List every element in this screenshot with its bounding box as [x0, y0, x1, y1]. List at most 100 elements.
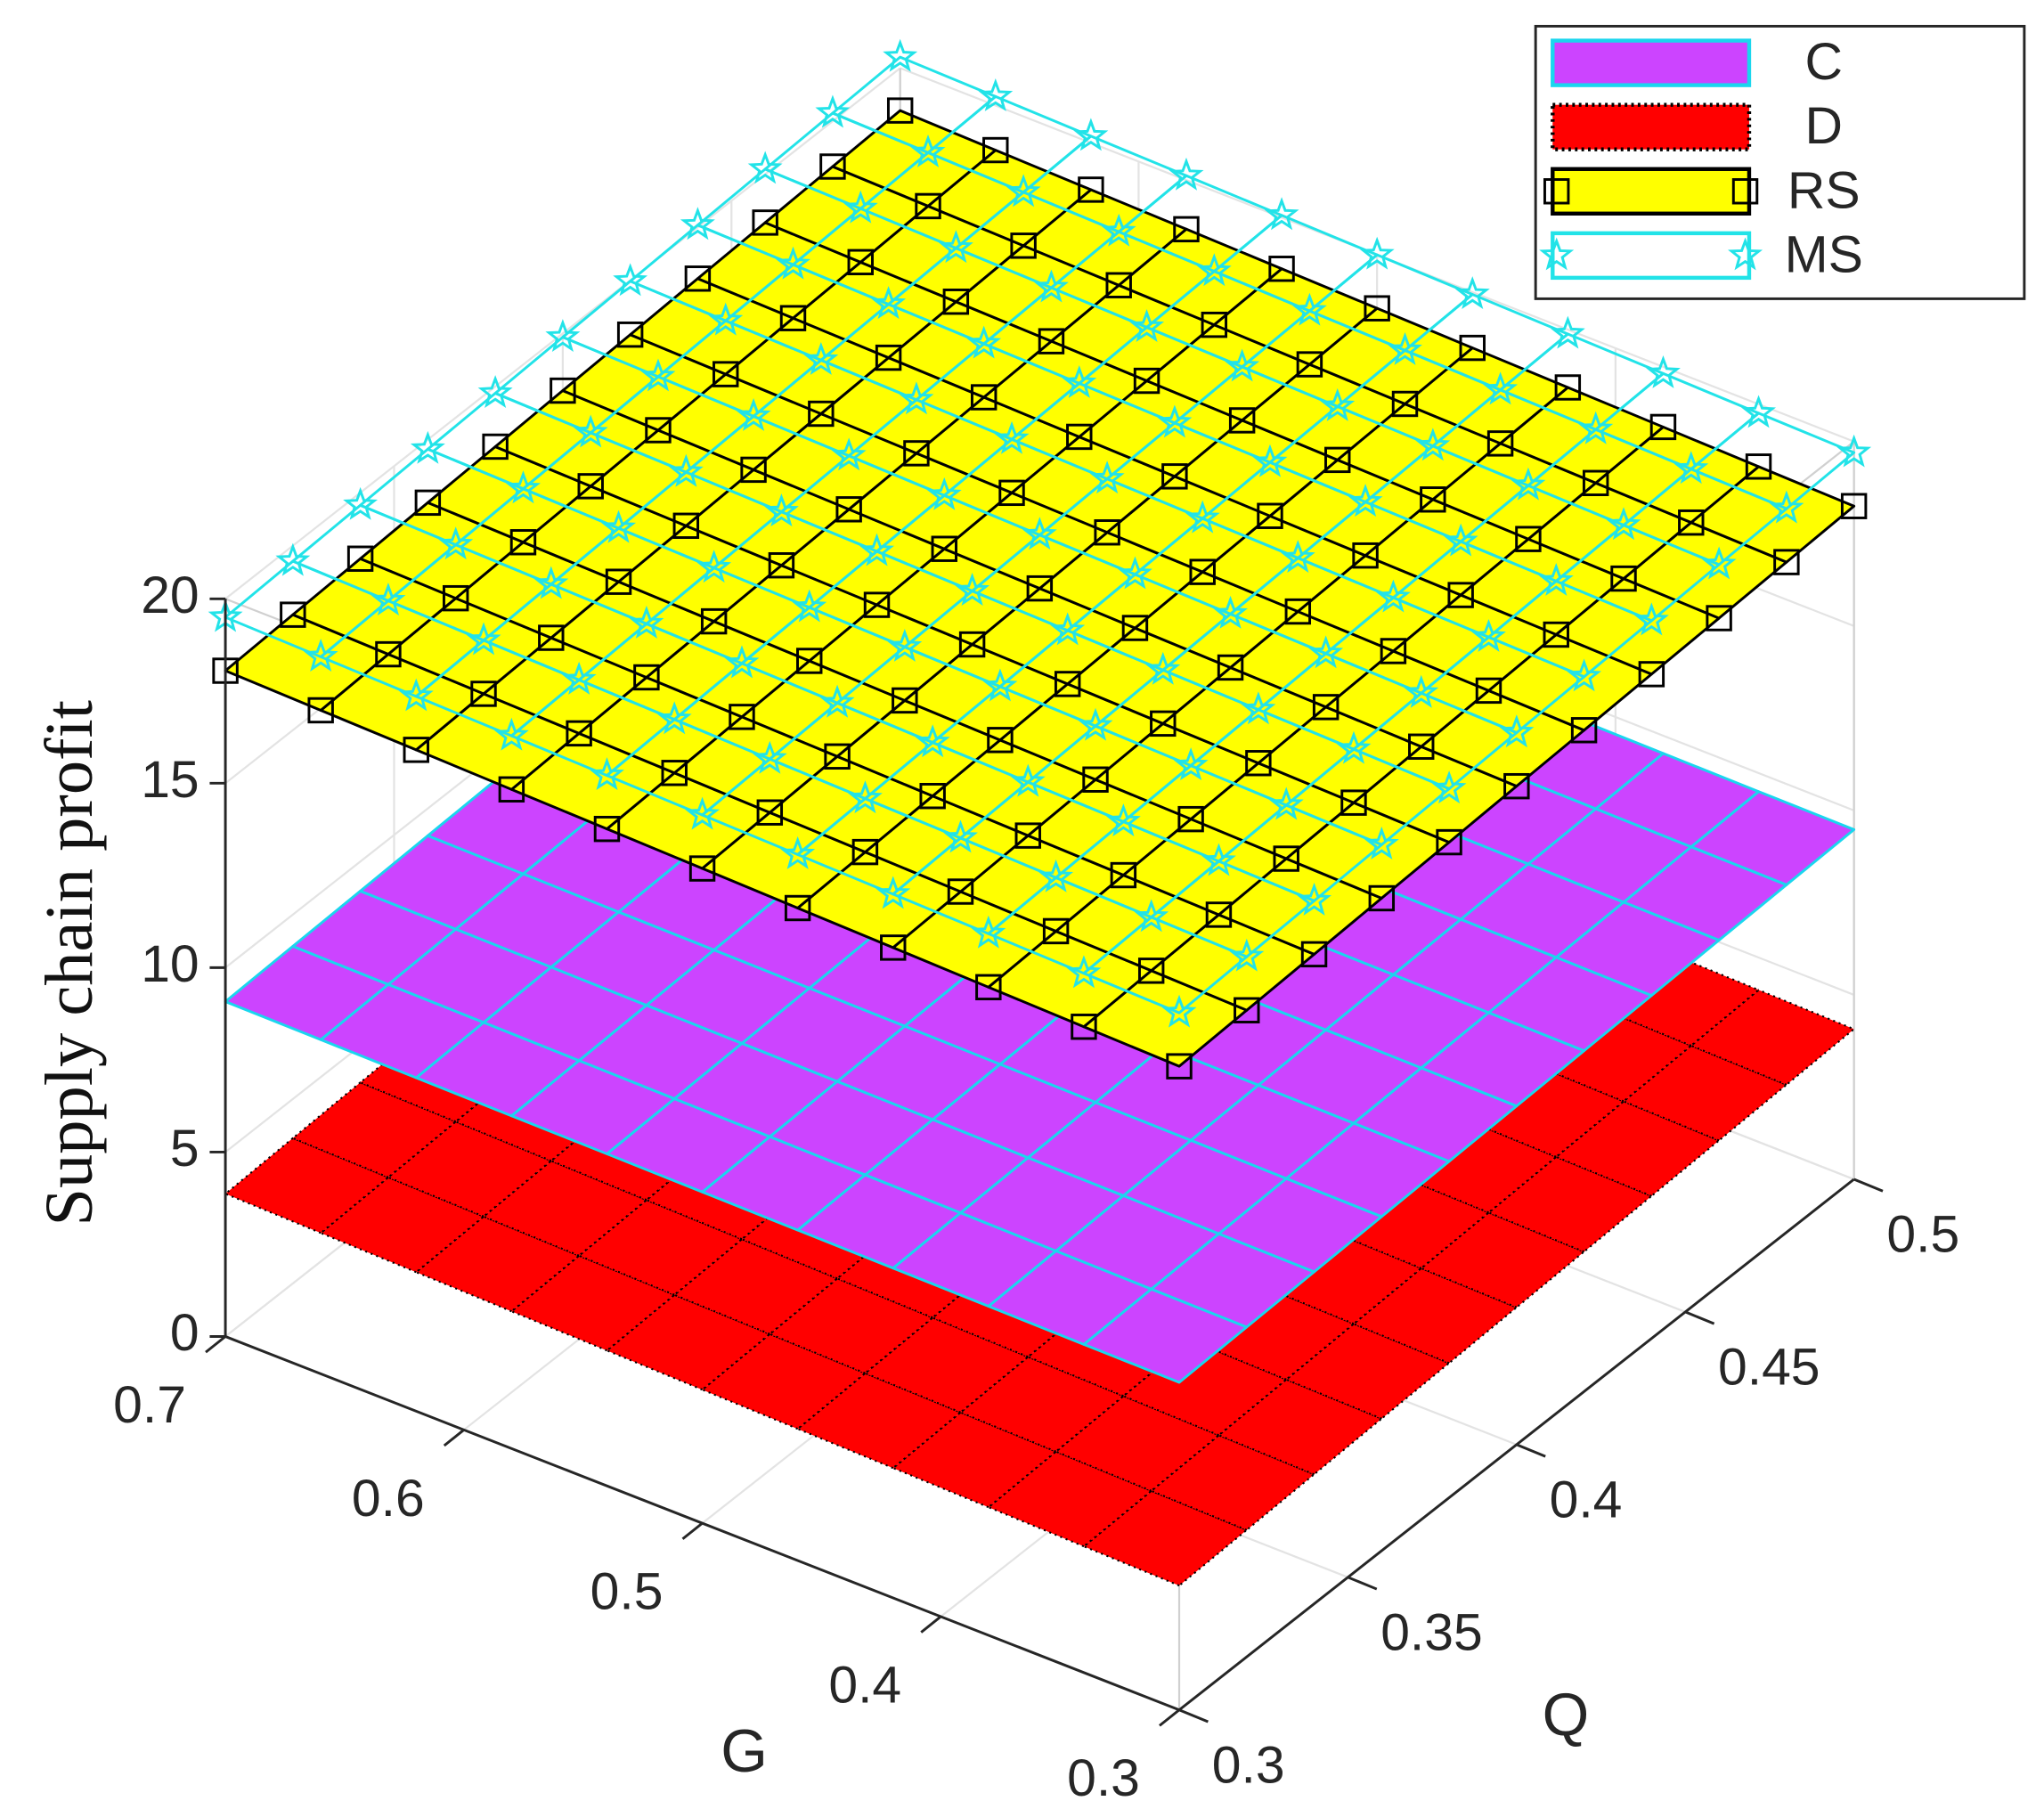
marker [1038, 859, 1074, 892]
marker [280, 601, 306, 628]
marker [1241, 691, 1276, 725]
legend-label: D [1805, 97, 1843, 155]
marker [493, 717, 529, 751]
marker [1348, 484, 1383, 517]
marker [1773, 549, 1800, 575]
legend-label: MS [1785, 225, 1863, 283]
marker [899, 381, 934, 415]
z-tick-label: 20 [141, 566, 199, 624]
marker [498, 776, 525, 803]
marker [561, 661, 597, 695]
marker [1177, 805, 1204, 833]
marker [808, 400, 835, 428]
marker [978, 77, 1014, 111]
marker [538, 624, 565, 651]
marker [942, 289, 970, 315]
marker [684, 265, 712, 292]
marker [545, 319, 581, 353]
x-tick [681, 1521, 704, 1540]
marker [1447, 582, 1474, 608]
marker [776, 246, 811, 280]
marker [1078, 176, 1104, 203]
marker [1157, 404, 1193, 438]
x-tick [1159, 1708, 1180, 1727]
marker [1173, 747, 1209, 780]
marker [943, 819, 978, 853]
marker [1066, 423, 1093, 451]
z-tick-label: 0 [170, 1304, 200, 1362]
marker [768, 551, 795, 579]
marker [740, 456, 767, 484]
marker [1503, 772, 1530, 800]
marker [1054, 671, 1081, 697]
marker [1352, 542, 1379, 569]
marker [926, 477, 962, 510]
marker [466, 622, 501, 656]
marker [1284, 598, 1312, 625]
marker [971, 915, 1006, 949]
x-tick [205, 1335, 227, 1354]
marker [1471, 619, 1506, 652]
marker [1010, 232, 1037, 259]
marker [1118, 556, 1152, 590]
marker [747, 151, 783, 184]
marker [1633, 602, 1669, 636]
marker [1264, 197, 1299, 231]
marker [886, 97, 914, 124]
marker [752, 740, 787, 774]
marker [645, 417, 672, 444]
marker [1234, 997, 1260, 1023]
marker [1280, 540, 1315, 574]
marker [1539, 237, 1575, 271]
x-tick-label: 0.5 [590, 1563, 664, 1621]
marker [672, 512, 700, 540]
marker [613, 263, 648, 297]
marker [1459, 334, 1486, 362]
marker [1769, 490, 1804, 524]
y-tick-label: 0.35 [1380, 1604, 1483, 1662]
marker [1026, 575, 1054, 602]
y-tick-label: 0.5 [1886, 1206, 1959, 1264]
marker [1082, 766, 1109, 793]
legend-label: C [1805, 33, 1843, 91]
legend: CD RS MS [1534, 24, 2026, 300]
marker [1050, 612, 1086, 646]
marker [1336, 730, 1372, 764]
x-tick-label: 0.3 [1067, 1749, 1140, 1801]
marker [756, 799, 784, 826]
marker [1161, 994, 1197, 1028]
marker [1706, 605, 1732, 632]
marker [1110, 861, 1137, 889]
marker [1610, 565, 1637, 592]
marker [1042, 917, 1070, 945]
marker [847, 780, 883, 814]
marker [824, 743, 851, 770]
surface [212, 97, 1868, 1080]
y-tick-label: 0.3 [1212, 1737, 1285, 1795]
marker [1073, 118, 1109, 151]
marker [1066, 955, 1102, 989]
marker [275, 542, 311, 576]
legend-swatch [1551, 102, 1752, 151]
marker [1554, 374, 1582, 401]
y-tick [1516, 1443, 1546, 1458]
marker [1606, 507, 1641, 541]
marker [1543, 178, 1570, 205]
marker [1071, 1014, 1097, 1040]
marker [796, 648, 823, 674]
marker [851, 838, 879, 866]
marker [1312, 694, 1340, 721]
marker [1201, 843, 1236, 876]
marker [680, 207, 715, 240]
marker [1137, 958, 1165, 984]
marker [1010, 763, 1046, 797]
marker [1217, 654, 1244, 681]
marker [1499, 714, 1535, 748]
marker [847, 249, 874, 276]
marker [987, 727, 1014, 754]
marker [875, 344, 902, 371]
y-tick [1347, 1576, 1378, 1591]
marker [1483, 371, 1519, 405]
marker [1364, 295, 1390, 322]
marker [1359, 236, 1395, 270]
